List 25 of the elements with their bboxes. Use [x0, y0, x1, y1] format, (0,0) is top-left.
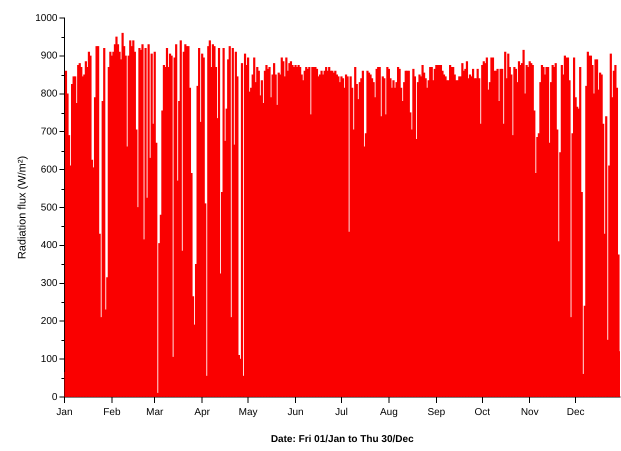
x-tick-label: Jan — [56, 406, 73, 418]
y-tick-label: 400 — [40, 240, 58, 252]
x-tick-label: Dec — [566, 406, 585, 418]
x-tick-label: Nov — [520, 406, 539, 418]
y-axis-title: Radiation flux (W/m²) — [16, 156, 29, 260]
y-tick-label: 800 — [40, 88, 58, 100]
y-tick-label: 0 — [52, 392, 58, 403]
x-tick-label: Aug — [380, 406, 398, 418]
x-tick-label: Sep — [427, 406, 446, 418]
x-tick-label: Jun — [287, 406, 304, 418]
y-tick-label: 500 — [40, 202, 58, 214]
x-tick-label: Jul — [335, 406, 348, 418]
y-tick-label: 300 — [40, 278, 58, 290]
x-tick-label: May — [238, 406, 258, 418]
x-tick-label: Mar — [146, 406, 164, 418]
x-tick-label: Apr — [194, 406, 211, 418]
y-tick-label: 100 — [40, 354, 58, 365]
y-tick-label: 600 — [40, 164, 58, 176]
y-tick-label: 1000 — [35, 12, 58, 24]
x-axis-title: Date: Fri 01/Jan to Thu 30/Dec — [270, 434, 414, 445]
x-tick-label: Feb — [103, 406, 121, 418]
y-tick-label: 700 — [40, 126, 58, 138]
x-tick-label: Oct — [474, 406, 490, 418]
y-tick-label: 200 — [40, 316, 58, 327]
y-tick-label: 900 — [40, 50, 58, 62]
